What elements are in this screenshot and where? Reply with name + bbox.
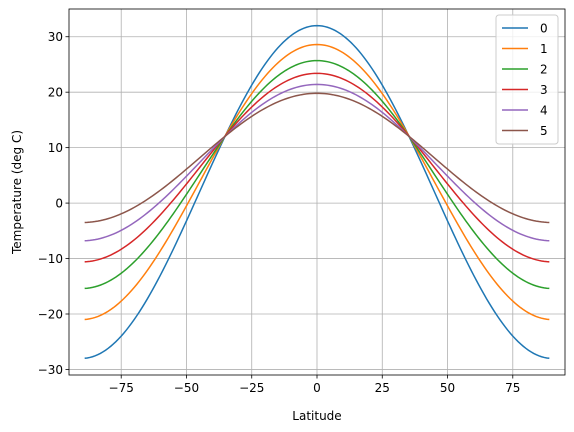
series-layer xyxy=(84,24,550,360)
legend-label-2: 2 xyxy=(540,63,548,77)
legend-label-0: 0 xyxy=(540,22,548,36)
y-tick-label: 30 xyxy=(48,30,63,44)
series-line-5 xyxy=(84,92,550,224)
y-tick-label: −20 xyxy=(38,308,63,322)
y-tick-label: 0 xyxy=(55,197,63,211)
y-tick-label: −30 xyxy=(38,363,63,377)
x-tick-label: 75 xyxy=(505,381,520,395)
legend-label-1: 1 xyxy=(540,42,548,56)
y-tick-label: 10 xyxy=(48,141,63,155)
series-line-3 xyxy=(84,72,550,263)
y-tick-label: −10 xyxy=(38,252,63,266)
x-tick-label: 25 xyxy=(375,381,390,395)
x-tick-label: −50 xyxy=(174,381,199,395)
legend: 0 1 2 3 4 5 xyxy=(495,14,559,145)
ticks: −75 −50 −25 0 25 50 75 −30 −20 −10 0 10 20 30 xyxy=(38,30,521,395)
legend-label-5: 5 xyxy=(540,124,548,138)
x-axis-label: Latitude xyxy=(292,409,341,423)
grid xyxy=(69,9,565,375)
x-tick-label: 0 xyxy=(313,381,321,395)
x-tick-label: −75 xyxy=(109,381,134,395)
y-tick-label: 20 xyxy=(48,86,63,100)
series-line-0 xyxy=(84,24,550,360)
legend-label-3: 3 xyxy=(540,83,548,97)
y-axis-label: Temperature (deg C) xyxy=(10,130,24,255)
series-line-2 xyxy=(84,59,550,290)
series-line-1 xyxy=(84,43,550,321)
x-tick-label: 50 xyxy=(440,381,455,395)
legend-label-4: 4 xyxy=(540,104,548,118)
series-line-4 xyxy=(84,83,550,242)
x-tick-label: −25 xyxy=(239,381,264,395)
legend-box xyxy=(495,14,559,145)
